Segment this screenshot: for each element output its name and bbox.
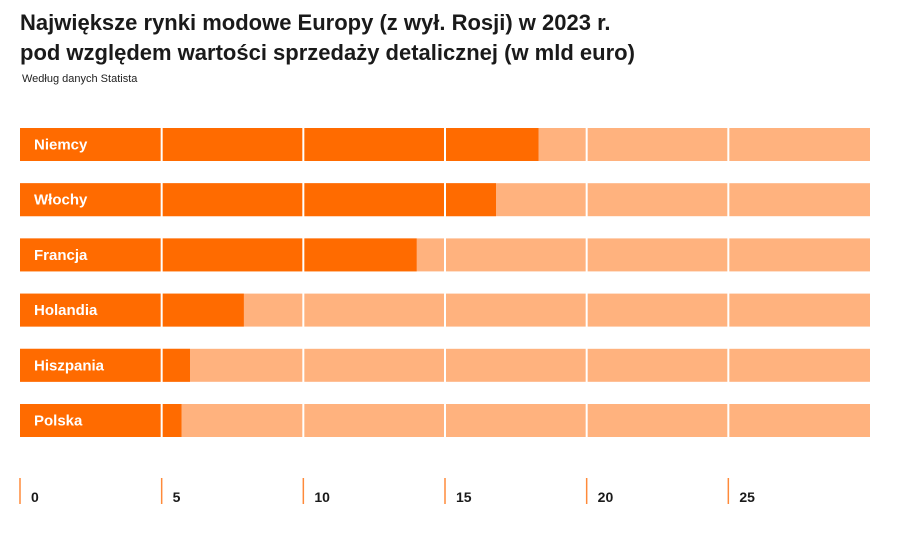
category-label-holandia: Holandia xyxy=(34,302,98,319)
category-label-niemcy: Niemcy xyxy=(34,137,88,154)
bar-holandia xyxy=(20,293,244,327)
x-tick-label-0: 0 xyxy=(31,489,39,505)
x-tick-label-5: 5 xyxy=(173,489,181,505)
x-tick-label-20: 20 xyxy=(598,489,614,505)
category-label-polska: Polska xyxy=(34,413,83,430)
grid-lines xyxy=(160,128,730,437)
bar-francja xyxy=(20,238,417,272)
category-label-hiszpania: Hiszpania xyxy=(34,357,105,374)
chart-source-note: Według danych Statista xyxy=(22,73,138,85)
x-tick-label-25: 25 xyxy=(739,489,755,505)
category-labels: Niemcy Włochy Francja Holandia Hiszpania Pols… xyxy=(34,137,105,430)
bar-series xyxy=(20,128,539,437)
category-label-francja: Francja xyxy=(34,247,88,264)
bar-niemcy xyxy=(20,128,539,161)
bar-polska xyxy=(20,404,182,437)
x-tick-label-15: 15 xyxy=(456,489,472,505)
chart-title-line-1: Największe rynki modowe Europy (z wył. R… xyxy=(20,10,611,35)
chart-title: Największe rynki modowe Europy (z wył. R… xyxy=(20,8,900,68)
chart-title-line-2: pod względem wartości sprzedaży detalicz… xyxy=(20,40,635,65)
category-label-wlochy: Włochy xyxy=(34,192,88,209)
bar-wlochy xyxy=(20,183,496,217)
x-axis-ticks: 0 5 10 15 20 25 xyxy=(19,478,755,505)
x-tick-label-10: 10 xyxy=(314,489,330,505)
